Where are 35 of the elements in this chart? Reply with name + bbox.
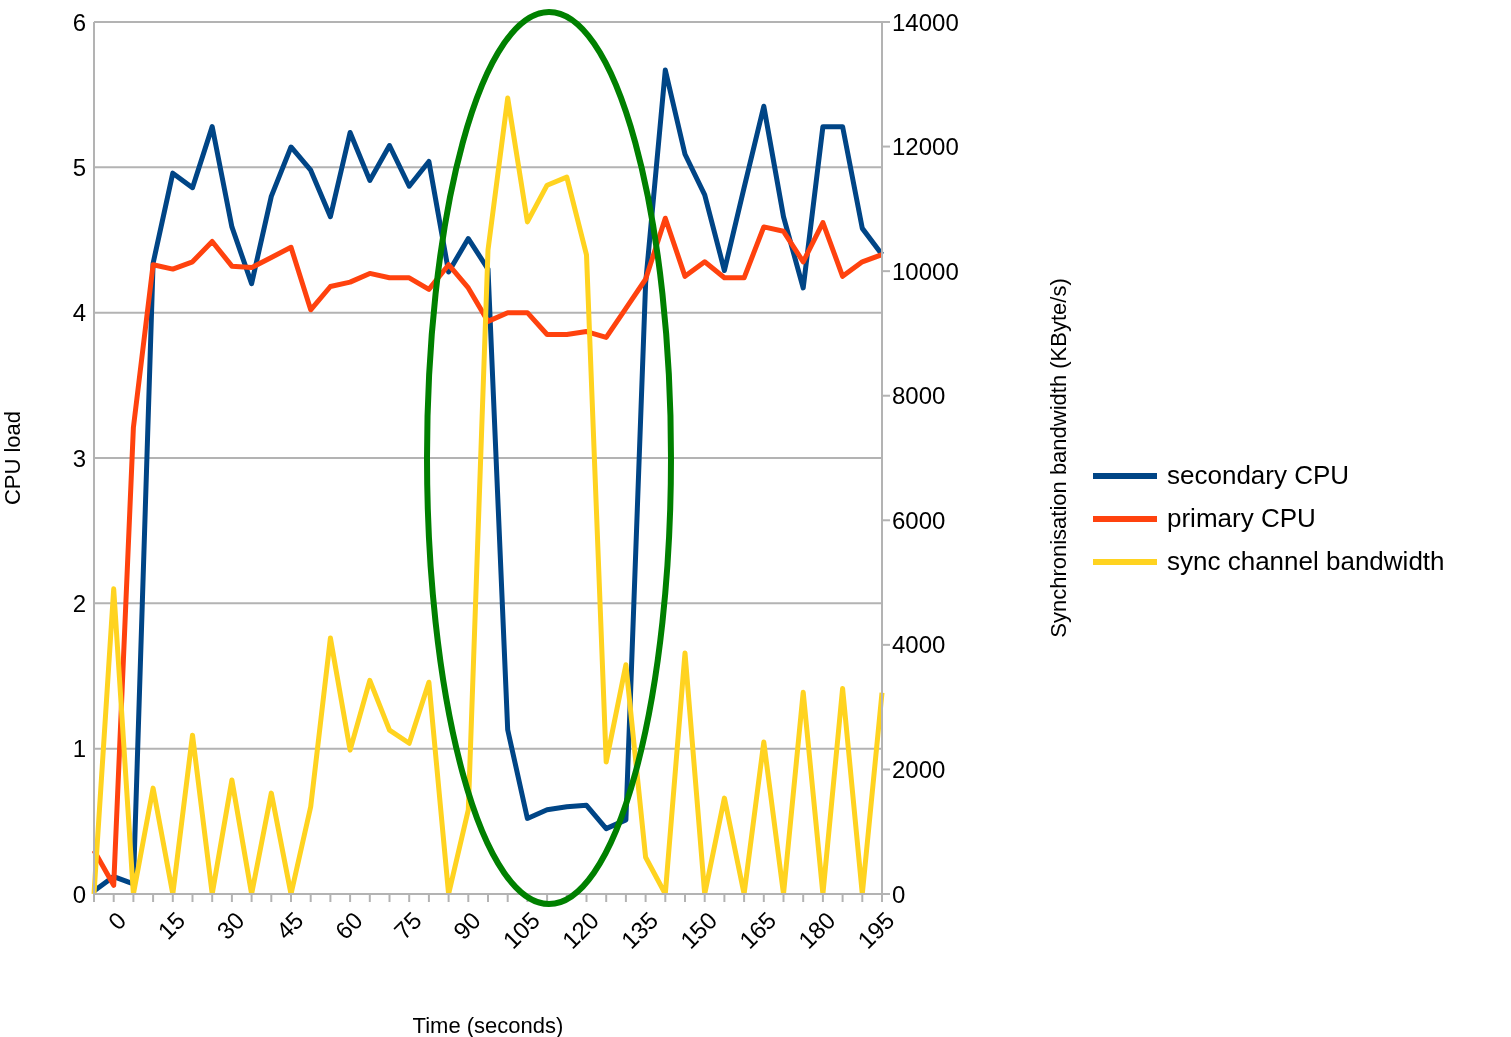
- y2-axis-title: Synchronisation bandwidth (KByte/s): [1045, 278, 1071, 638]
- x-tick-label: 150: [674, 906, 723, 954]
- y2-tick-label: 2000: [892, 755, 946, 783]
- legend-label: sync channel bandwidth: [1167, 546, 1445, 577]
- y-tick-label: 6: [72, 8, 86, 36]
- y-tick-label: 4: [72, 299, 86, 327]
- x-tick-label: 90: [447, 906, 486, 945]
- y2-tick-label: 4000: [892, 631, 946, 659]
- legend-label: primary CPU: [1167, 503, 1316, 534]
- x-tick-label: 15: [152, 906, 191, 945]
- y2-tick-label: 12000: [892, 133, 959, 161]
- x-tick-label: 0: [102, 906, 132, 935]
- legend-label: secondary CPU: [1167, 460, 1350, 491]
- y2-tick-label: 8000: [892, 382, 946, 410]
- x-tick-label: 120: [556, 906, 605, 954]
- x-tick-label: 30: [211, 906, 250, 945]
- y2-tick-label: 0: [892, 880, 906, 908]
- x-tick-label: 45: [270, 906, 309, 945]
- y-tick-label: 5: [72, 153, 86, 181]
- x-tick-label: 165: [733, 906, 782, 954]
- y-tick-label: 3: [72, 444, 86, 472]
- y-tick-label: 1: [72, 735, 86, 763]
- x-tick-label: 195: [852, 906, 900, 954]
- y-tick-label: 2: [72, 589, 86, 617]
- y2-tick-label: 6000: [892, 506, 946, 534]
- x-tick-label: 135: [615, 906, 664, 954]
- x-tick-label: 180: [793, 906, 841, 954]
- y2-tick-label: 14000: [892, 8, 959, 36]
- y-axis-title: CPU load: [0, 410, 25, 506]
- x-tick-label: 75: [388, 906, 427, 945]
- y-tick-label: 0: [72, 880, 86, 908]
- x-tick-label: 60: [329, 906, 368, 945]
- x-axis-title: Time (seconds): [412, 1013, 564, 1037]
- y2-tick-label: 10000: [892, 257, 959, 285]
- x-tick-label: 105: [497, 906, 545, 954]
